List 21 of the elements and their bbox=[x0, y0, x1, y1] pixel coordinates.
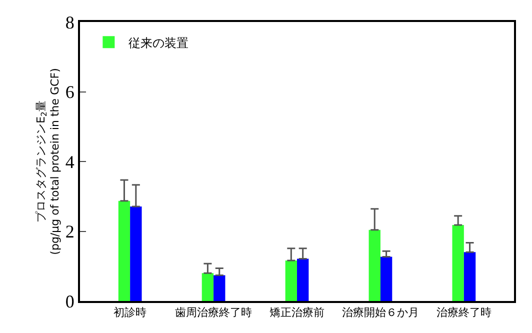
y-tick-label: 2 bbox=[65, 222, 74, 242]
x-tick-label: 矯正治療前 bbox=[270, 306, 324, 320]
bar bbox=[297, 258, 309, 301]
bar bbox=[202, 273, 214, 301]
x-tick-label: 治療開始６か月 bbox=[342, 306, 419, 320]
bar bbox=[368, 230, 380, 301]
x-tick-label: 歯周治療終了時 bbox=[175, 306, 252, 320]
legend-label: 従来の装置 bbox=[128, 36, 189, 50]
y-tick-label: 4 bbox=[65, 152, 74, 172]
x-tick-label: 初診時 bbox=[114, 306, 147, 320]
bar bbox=[464, 252, 476, 301]
y-tick-label: 0 bbox=[65, 291, 74, 312]
bar bbox=[285, 260, 297, 301]
bar bbox=[118, 200, 130, 301]
bar bbox=[214, 275, 226, 301]
y-tick-label: 6 bbox=[65, 82, 74, 102]
bar bbox=[380, 256, 392, 301]
bar bbox=[130, 206, 142, 301]
y-tick-label: 8 bbox=[65, 12, 74, 32]
bar bbox=[452, 224, 464, 301]
x-tick-label: 治療終了時 bbox=[436, 306, 492, 320]
